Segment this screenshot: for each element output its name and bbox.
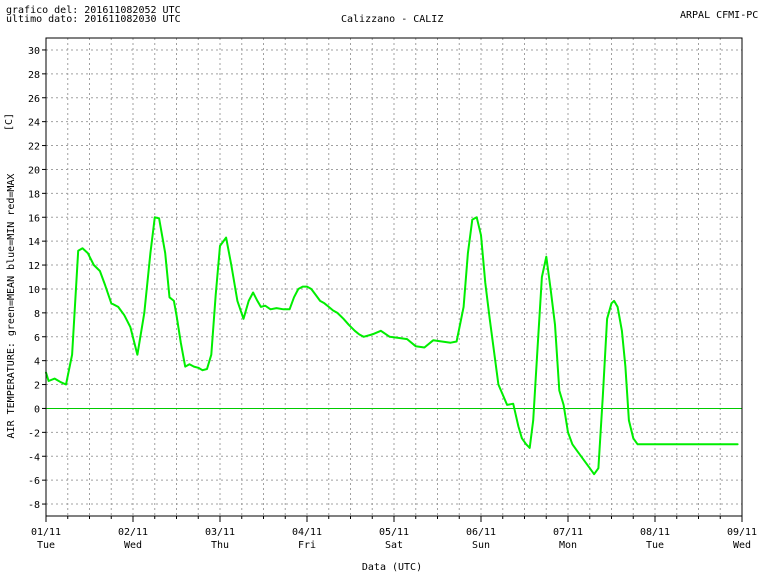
x-tick-date: 01/11 bbox=[31, 527, 61, 538]
y-tick-label: 20 bbox=[28, 165, 40, 176]
y-tick-label: 0 bbox=[34, 404, 40, 415]
y-tick-label: 6 bbox=[34, 333, 40, 344]
x-tick-day: Wed bbox=[124, 540, 142, 551]
y-unit-label: [C] bbox=[4, 113, 15, 131]
grid-lines bbox=[46, 38, 742, 516]
x-tick-day: Sun bbox=[472, 540, 490, 551]
x-tick-day: Fri bbox=[298, 540, 316, 551]
x-tick-date: 06/11 bbox=[466, 527, 496, 538]
x-tick-day: Mon bbox=[559, 540, 577, 551]
y-tick-label: 14 bbox=[28, 237, 40, 248]
y-tick-label: 2 bbox=[34, 381, 40, 392]
x-tick-date: 03/11 bbox=[205, 527, 235, 538]
series-line-mean bbox=[45, 216, 739, 476]
x-axis: 01/11 Tue 02/11 Wed 03/11 Thu 04/11 Fri 05/11 Sat… bbox=[31, 516, 757, 551]
x-tick-day: Tue bbox=[37, 540, 55, 551]
y-tick-label: -4 bbox=[28, 452, 40, 463]
y-tick-label: 18 bbox=[28, 189, 40, 200]
x-axis-label: Data (UTC) bbox=[362, 562, 422, 573]
y-tick-label: 26 bbox=[28, 94, 40, 105]
y-tick-label: -2 bbox=[28, 428, 40, 439]
graph-date-label: grafico del: 201611082052 UTC bbox=[6, 5, 181, 16]
station-title: Calizzano - CALIZ bbox=[341, 14, 444, 25]
source-label: ARPAL CFMI-PC bbox=[680, 10, 759, 21]
x-tick-date: 09/11 bbox=[727, 527, 757, 538]
y-tick-label: 30 bbox=[28, 46, 40, 57]
x-tick-date: 05/11 bbox=[379, 527, 409, 538]
y-tick-label: 10 bbox=[28, 285, 40, 296]
y-tick-label: -6 bbox=[28, 476, 40, 487]
y-axis-label: AIR TEMPERATURE: green=MEAN blue=MIN red… bbox=[6, 174, 17, 439]
y-tick-label: 16 bbox=[28, 213, 40, 224]
y-tick-label: 24 bbox=[28, 118, 40, 129]
x-tick-day: Tue bbox=[646, 540, 664, 551]
y-tick-label: 28 bbox=[28, 70, 40, 81]
y-tick-label: -8 bbox=[28, 500, 40, 511]
last-data-label: ultimo dato: 201611082030 UTC bbox=[6, 14, 181, 25]
y-tick-label: 8 bbox=[34, 309, 40, 320]
x-tick-day: Sat bbox=[385, 540, 403, 551]
y-tick-label: 12 bbox=[28, 261, 40, 272]
x-tick-date: 02/11 bbox=[118, 527, 148, 538]
y-tick-label: 22 bbox=[28, 142, 40, 153]
x-tick-date: 08/11 bbox=[640, 527, 670, 538]
x-tick-day: Wed bbox=[733, 540, 751, 551]
x-tick-day: Thu bbox=[211, 540, 229, 551]
x-tick-date: 04/11 bbox=[292, 527, 322, 538]
x-tick-date: 07/11 bbox=[553, 527, 583, 538]
series-layer bbox=[45, 216, 739, 476]
y-tick-label: 4 bbox=[34, 357, 40, 368]
